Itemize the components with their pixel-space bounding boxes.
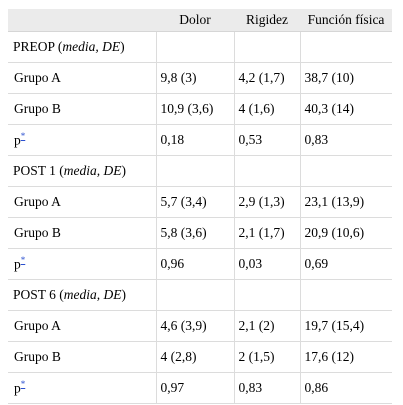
cell-dolor: 0,18 [156,124,235,156]
header-dolor: Dolor [156,9,234,32]
results-table-container: Dolor Rigidez Función física PREOP (medi… [8,9,392,404]
empty-cell [234,155,301,187]
empty-cell [300,279,392,311]
table-row: Grupo B 10,9 (3,6) 4 (1,6) 40,3 (14) [8,93,392,125]
cell-funcion-fisica: 17,6 (12) [300,341,392,373]
table-row-p-value: p* 0,97 0,83 0,86 [8,372,392,404]
empty-cell [234,279,301,311]
header-row: Dolor Rigidez Función física [8,9,392,32]
cell-funcion-fisica: 0,83 [300,124,392,156]
section-row-preop: PREOP (media, DE) [8,31,392,63]
cell-funcion-fisica: 38,7 (10) [300,62,392,94]
row-label: Grupo A [8,62,157,94]
cell-funcion-fisica: 19,7 (15,4) [300,310,392,342]
section-row-post-1: POST 1 (media, DE) [8,155,392,187]
section-label: POST 1 (media, DE) [8,155,157,187]
cell-funcion-fisica: 23,1 (13,9) [300,186,392,218]
row-label: Grupo A [8,310,157,342]
row-label: p* [8,248,157,280]
cell-rigidez: 0,53 [234,124,301,156]
cell-rigidez: 0,83 [234,372,301,404]
cell-dolor: 5,7 (3,4) [156,186,235,218]
cell-rigidez: 2,1 (2) [234,310,301,342]
footnote-link[interactable]: * [20,378,26,389]
table-row: Grupo A 4,6 (3,9) 2,1 (2) 19,7 (15,4) [8,310,392,342]
p-label: p [14,256,21,272]
cell-rigidez: 4,2 (1,7) [234,62,301,94]
section-label: POST 6 (media, DE) [8,279,157,311]
cell-funcion-fisica: 0,69 [300,248,392,280]
header-funcion-fisica: Función física [300,9,392,32]
empty-cell [234,31,301,63]
footnote-link[interactable]: * [20,130,26,141]
results-table: Dolor Rigidez Función física PREOP (medi… [8,9,392,404]
table-row: Grupo A 5,7 (3,4) 2,9 (1,3) 23,1 (13,9) [8,186,392,218]
table-row: Grupo B 5,8 (3,6) 2,1 (1,7) 20,9 (10,6) [8,217,392,249]
p-label: p [14,380,21,396]
row-label: Grupo B [8,217,157,249]
empty-cell [156,31,235,63]
table-row-p-value: p* 0,18 0,53 0,83 [8,124,392,156]
cell-rigidez: 2 (1,5) [234,341,301,373]
empty-cell [300,155,392,187]
cell-rigidez: 4 (1,6) [234,93,301,125]
footnote-link[interactable]: * [20,254,26,265]
cell-dolor: 4,6 (3,9) [156,310,235,342]
cell-funcion-fisica: 0,86 [300,372,392,404]
empty-cell [156,279,235,311]
row-label: Grupo B [8,93,157,125]
table-row: Grupo A 9,8 (3) 4,2 (1,7) 38,7 (10) [8,62,392,94]
cell-rigidez: 0,03 [234,248,301,280]
row-label: p* [8,124,157,156]
cell-dolor: 0,96 [156,248,235,280]
row-label: Grupo B [8,341,157,373]
cell-dolor: 10,9 (3,6) [156,93,235,125]
cell-rigidez: 2,9 (1,3) [234,186,301,218]
empty-cell [300,31,392,63]
table-row: Grupo B 4 (2,8) 2 (1,5) 17,6 (12) [8,341,392,373]
row-label: p* [8,372,157,404]
cell-dolor: 9,8 (3) [156,62,235,94]
cell-dolor: 0,97 [156,372,235,404]
header-rigidez: Rigidez [234,9,300,32]
p-label: p [14,132,21,148]
cell-dolor: 5,8 (3,6) [156,217,235,249]
cell-rigidez: 2,1 (1,7) [234,217,301,249]
table-row-p-value: p* 0,96 0,03 0,69 [8,248,392,280]
section-row-post-6: POST 6 (media, DE) [8,279,392,311]
cell-funcion-fisica: 40,3 (14) [300,93,392,125]
cell-dolor: 4 (2,8) [156,341,235,373]
section-label: PREOP (media, DE) [8,31,157,63]
row-label: Grupo A [8,186,157,218]
empty-cell [156,155,235,187]
cell-funcion-fisica: 20,9 (10,6) [300,217,392,249]
header-empty [8,9,156,32]
